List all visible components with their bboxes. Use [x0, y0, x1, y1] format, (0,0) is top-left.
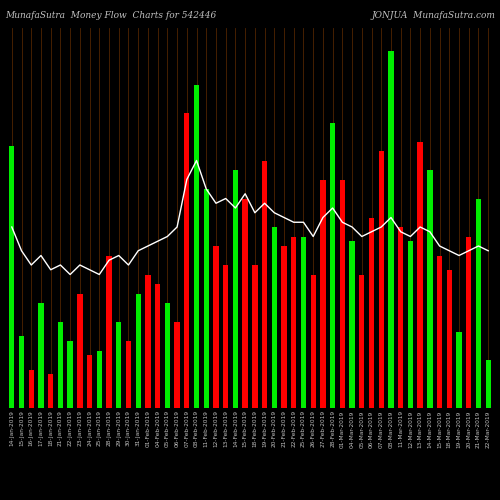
Bar	[252, 265, 258, 408]
Bar	[174, 322, 180, 408]
Bar	[282, 246, 286, 408]
Bar	[378, 151, 384, 407]
Bar	[272, 227, 277, 408]
Bar	[106, 256, 112, 408]
Bar	[28, 370, 34, 408]
Bar	[398, 227, 404, 408]
Bar	[194, 84, 199, 407]
Bar	[369, 218, 374, 408]
Bar	[418, 142, 423, 408]
Bar	[476, 198, 481, 408]
Bar	[350, 242, 355, 408]
Bar	[38, 303, 44, 408]
Bar	[388, 52, 394, 408]
Bar	[340, 180, 345, 408]
Bar	[204, 189, 209, 408]
Bar	[184, 113, 190, 408]
Bar	[77, 294, 82, 408]
Bar	[437, 256, 442, 408]
Bar	[359, 274, 364, 407]
Bar	[232, 170, 238, 408]
Bar	[486, 360, 491, 408]
Bar	[446, 270, 452, 407]
Text: JONJUA  MunafaSutra.com: JONJUA MunafaSutra.com	[371, 11, 495, 20]
Bar	[262, 160, 268, 408]
Bar	[330, 122, 336, 408]
Bar	[466, 236, 471, 408]
Bar	[291, 236, 296, 408]
Bar	[310, 274, 316, 407]
Bar	[9, 146, 15, 407]
Bar	[456, 332, 462, 407]
Bar	[96, 350, 102, 408]
Bar	[155, 284, 160, 408]
Bar	[58, 322, 63, 408]
Bar	[126, 341, 131, 407]
Bar	[242, 198, 248, 408]
Bar	[68, 341, 73, 407]
Bar	[301, 236, 306, 408]
Bar	[145, 274, 150, 407]
Bar	[164, 303, 170, 408]
Bar	[408, 242, 413, 408]
Bar	[19, 336, 24, 407]
Bar	[214, 246, 218, 408]
Text: MunafaSutra  Money Flow  Charts for 542446: MunafaSutra Money Flow Charts for 542446	[5, 11, 216, 20]
Bar	[136, 294, 141, 408]
Bar	[48, 374, 54, 408]
Bar	[87, 356, 92, 408]
Bar	[320, 180, 326, 408]
Bar	[223, 265, 228, 408]
Bar	[116, 322, 121, 408]
Bar	[427, 170, 432, 408]
